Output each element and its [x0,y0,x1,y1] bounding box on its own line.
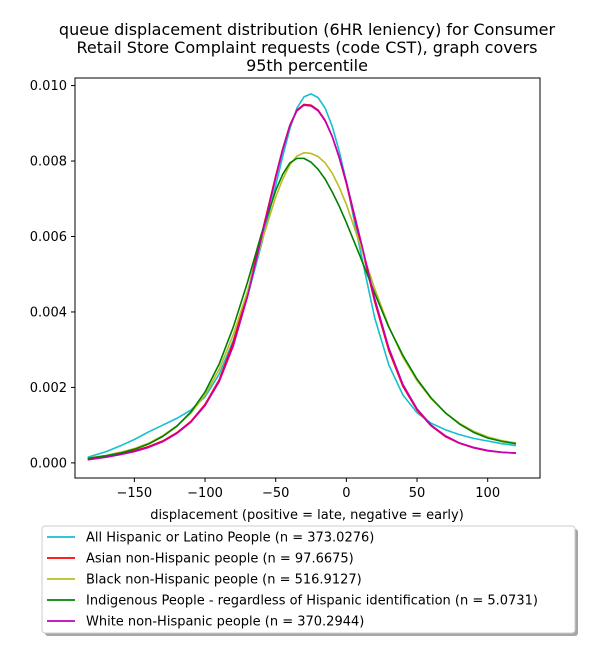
y-tick-label: 0.010 [30,79,67,94]
x-tick-label: −100 [187,486,223,501]
y-tick-label: 0.008 [30,155,67,170]
series-lines [87,93,517,461]
x-tick-label: −150 [117,486,153,501]
legend-label: All Hispanic or Latino People (n = 373.0… [86,531,374,546]
legend-label: White non-Hispanic people (n = 370.2944) [86,615,364,630]
y-tick-label: 0.004 [30,305,67,320]
x-tick-label: 100 [475,486,500,501]
series-line-5 [87,104,517,461]
series-line-1 [87,93,517,459]
chart-title: queue displacement distribution (6HR len… [59,20,556,75]
x-tick-label: 0 [342,486,350,501]
y-tick-label: 0.002 [30,381,67,396]
plot-frame [74,77,541,479]
x-axis-label: displacement (positive = late, negative … [150,508,464,523]
legend: All Hispanic or Latino People (n = 373.0… [41,525,578,636]
y-tick-label: 0.006 [30,230,67,245]
title-line: Retail Store Complaint requests (code CS… [77,38,538,57]
plot-area [74,77,541,479]
legend-label: Indigenous People - regardless of Hispan… [86,594,538,609]
legend-label: Asian non-Hispanic people (n = 97.6675) [86,552,354,567]
series-line-3 [87,151,517,459]
y-axis: 0.000 0.002 0.004 0.006 0.008 0.010 [30,79,75,471]
title-line: queue displacement distribution (6HR len… [59,20,556,39]
series-line-4 [87,157,517,460]
legend-frame [41,525,576,634]
x-axis: −150 −100 −50 0 50 100 [117,478,500,501]
title-line: 95th percentile [246,56,368,75]
legend-label: Black non-Hispanic people (n = 516.9127) [86,573,362,588]
y-tick-label: 0.000 [30,456,67,471]
x-tick-label: −50 [262,486,289,501]
x-tick-label: 50 [409,486,426,501]
